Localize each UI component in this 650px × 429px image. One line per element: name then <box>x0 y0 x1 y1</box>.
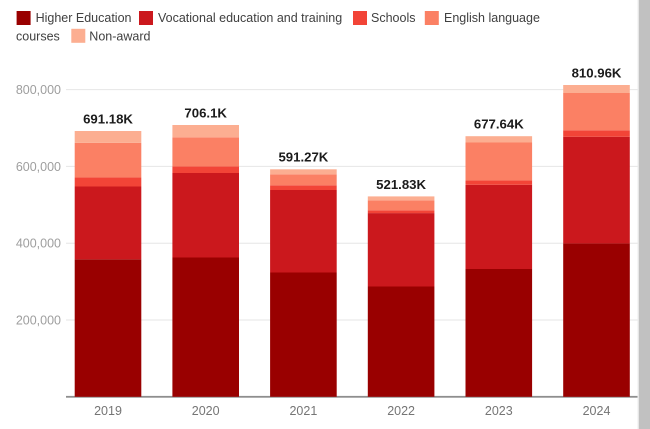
svg-text:691.18K: 691.18K <box>83 111 133 126</box>
svg-text:810.96K: 810.96K <box>572 65 622 80</box>
svg-text:400,000: 400,000 <box>16 237 61 251</box>
svg-text:200,000: 200,000 <box>16 314 61 328</box>
svg-text:Non-award: Non-award <box>89 29 150 43</box>
svg-text:Schools: Schools <box>371 11 415 25</box>
svg-text:521.83K: 521.83K <box>376 177 426 192</box>
svg-text:2021: 2021 <box>289 404 317 418</box>
svg-text:English language: English language <box>444 11 540 25</box>
svg-text:591.27K: 591.27K <box>278 150 328 165</box>
svg-text:courses: courses <box>16 29 60 43</box>
svg-text:800,000: 800,000 <box>16 83 61 97</box>
svg-text:2020: 2020 <box>192 404 220 418</box>
svg-text:706.1K: 706.1K <box>184 105 227 120</box>
svg-text:600,000: 600,000 <box>16 160 61 174</box>
svg-text:2023: 2023 <box>485 404 513 418</box>
svg-text:Vocational education and train: Vocational education and training <box>158 11 342 25</box>
svg-text:Higher Education: Higher Education <box>36 11 132 25</box>
svg-text:2022: 2022 <box>387 404 415 418</box>
svg-text:2024: 2024 <box>583 404 611 418</box>
svg-text:677.64K: 677.64K <box>474 117 524 132</box>
svg-text:2019: 2019 <box>94 404 122 418</box>
